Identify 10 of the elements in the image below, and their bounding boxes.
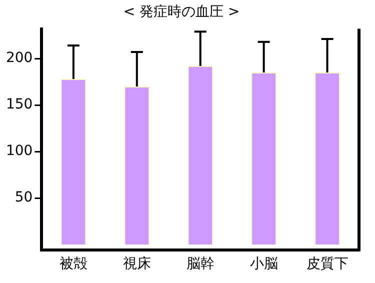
x-tick-label: 被殻 (59, 256, 88, 272)
y-tick-label: 50 (14, 190, 33, 206)
chart-title: < 発症時の血圧 > (123, 4, 240, 20)
x-tick-label: 視床 (122, 256, 151, 272)
x-tick-label: 脳幹 (186, 256, 214, 272)
x-tick-label: 皮質下 (306, 256, 348, 272)
y-tick-label: 200 (6, 50, 33, 66)
x-tick-label: 小脳 (250, 256, 278, 272)
y-tick-label: 150 (6, 96, 33, 113)
y-tick-label: 100 (6, 143, 33, 160)
